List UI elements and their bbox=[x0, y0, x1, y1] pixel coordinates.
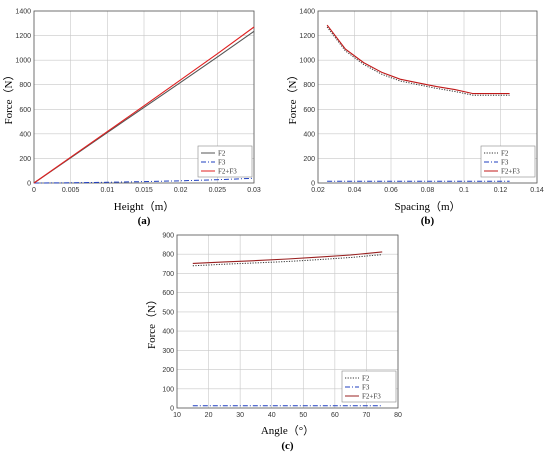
y-tick-label: 900 bbox=[162, 233, 174, 240]
legend-box bbox=[341, 370, 397, 403]
y-tick-label: 800 bbox=[19, 82, 31, 89]
series-line bbox=[326, 24, 510, 95]
series-line bbox=[33, 26, 255, 184]
legend-entry: F2+F3 bbox=[501, 168, 520, 176]
y-tick-label: 200 bbox=[162, 367, 174, 374]
y-tick-label: 200 bbox=[303, 156, 315, 163]
chart-panel-2: 0.02 0.04 0.06 0.08 0.1 0.12 0.14 0 200 400 600 800… bbox=[286, 9, 544, 228]
x-tick-label: 0.14 bbox=[530, 187, 544, 194]
y-tick-label: 800 bbox=[162, 252, 174, 259]
y-tick-label: 1000 bbox=[299, 58, 315, 65]
y-tick-label: 1200 bbox=[15, 33, 31, 40]
legend-entry: F2 bbox=[218, 150, 226, 158]
chart-panel-3: 10 20 30 40 50 60 70 80010020030040050060070080… bbox=[145, 233, 402, 453]
x-tick-label: 0.12 bbox=[494, 187, 508, 194]
y-axis-label: Force（N） bbox=[2, 70, 15, 125]
series-line bbox=[192, 251, 383, 264]
y-tick-label: 0 bbox=[170, 406, 174, 413]
legend-entry: F2 bbox=[501, 150, 509, 158]
legend-box bbox=[197, 145, 253, 178]
panel-label: (b) bbox=[421, 215, 435, 227]
y-tick-label: 400 bbox=[19, 131, 31, 138]
y-tick-label: 100 bbox=[162, 386, 174, 393]
y-tick-label: 0 bbox=[311, 181, 315, 188]
x-tick-label: 0.02 bbox=[174, 187, 188, 194]
y-tick-label: 500 bbox=[162, 309, 174, 316]
x-tick-label: 20 bbox=[205, 412, 213, 419]
series-line bbox=[33, 177, 255, 184]
x-tick-label: 0 bbox=[32, 187, 36, 194]
x-tick-label: 80 bbox=[394, 412, 402, 419]
chart-panel-1: 0 0.005 0.01 0.015 0.02 0.025 0.03 0 200 400 600 80… bbox=[2, 9, 261, 228]
y-tick-label: 400 bbox=[162, 329, 174, 336]
y-axis-label: Force（N） bbox=[145, 294, 158, 349]
x-tick-label: 0.03 bbox=[247, 187, 261, 194]
y-tick-label: 700 bbox=[162, 271, 174, 278]
x-tick-label: 50 bbox=[299, 412, 307, 419]
y-tick-label: 400 bbox=[303, 131, 315, 138]
y-tick-label: 600 bbox=[162, 290, 174, 297]
series-line bbox=[326, 26, 510, 96]
y-tick-label: 1200 bbox=[299, 33, 315, 40]
x-tick-label: 0.1 bbox=[459, 187, 469, 194]
x-tick-label: 0.005 bbox=[62, 187, 80, 194]
panel-label: (c) bbox=[281, 440, 294, 452]
legend-box bbox=[480, 145, 536, 178]
x-tick-label: 0.015 bbox=[135, 187, 153, 194]
x-tick-label: 0.025 bbox=[209, 187, 227, 194]
x-tick-label: 0.02 bbox=[311, 187, 325, 194]
x-axis-label: Spacing（m） bbox=[395, 200, 461, 213]
plot-frame bbox=[317, 10, 538, 184]
legend-entry: F3 bbox=[501, 159, 509, 167]
x-tick-label: 0.08 bbox=[421, 187, 435, 194]
y-tick-label: 0 bbox=[27, 181, 31, 188]
x-axis-label: Height（m） bbox=[114, 200, 175, 213]
y-tick-label: 600 bbox=[303, 107, 315, 114]
y-tick-label: 600 bbox=[19, 107, 31, 114]
legend-entry: F2+F3 bbox=[218, 168, 237, 176]
y-tick-label: 1000 bbox=[15, 58, 31, 65]
x-tick-label: 60 bbox=[331, 412, 339, 419]
x-axis-label: Angle（°） bbox=[261, 424, 314, 437]
x-tick-label: 0.06 bbox=[384, 187, 398, 194]
plot-frame bbox=[176, 234, 399, 409]
legend-entry: F3 bbox=[362, 384, 370, 392]
x-tick-label: 40 bbox=[268, 412, 276, 419]
x-tick-label: 30 bbox=[236, 412, 244, 419]
y-tick-label: 300 bbox=[162, 348, 174, 355]
x-tick-label: 0.04 bbox=[348, 187, 362, 194]
legend-entry: F3 bbox=[218, 159, 226, 167]
y-axis-label: Force（N） bbox=[286, 70, 299, 125]
y-tick-label: 1400 bbox=[299, 9, 315, 16]
x-tick-label: 70 bbox=[363, 412, 371, 419]
panel-label: (a) bbox=[138, 215, 151, 227]
y-tick-label: 800 bbox=[303, 82, 315, 89]
x-tick-label: 0.01 bbox=[101, 187, 115, 194]
legend-entry: F2+F3 bbox=[362, 393, 381, 401]
series-line bbox=[192, 254, 383, 267]
plot-frame bbox=[33, 10, 255, 184]
y-tick-label: 200 bbox=[19, 156, 31, 163]
y-tick-label: 1400 bbox=[15, 9, 31, 16]
legend-entry: F2 bbox=[362, 375, 370, 383]
x-tick-label: 10 bbox=[173, 412, 181, 419]
